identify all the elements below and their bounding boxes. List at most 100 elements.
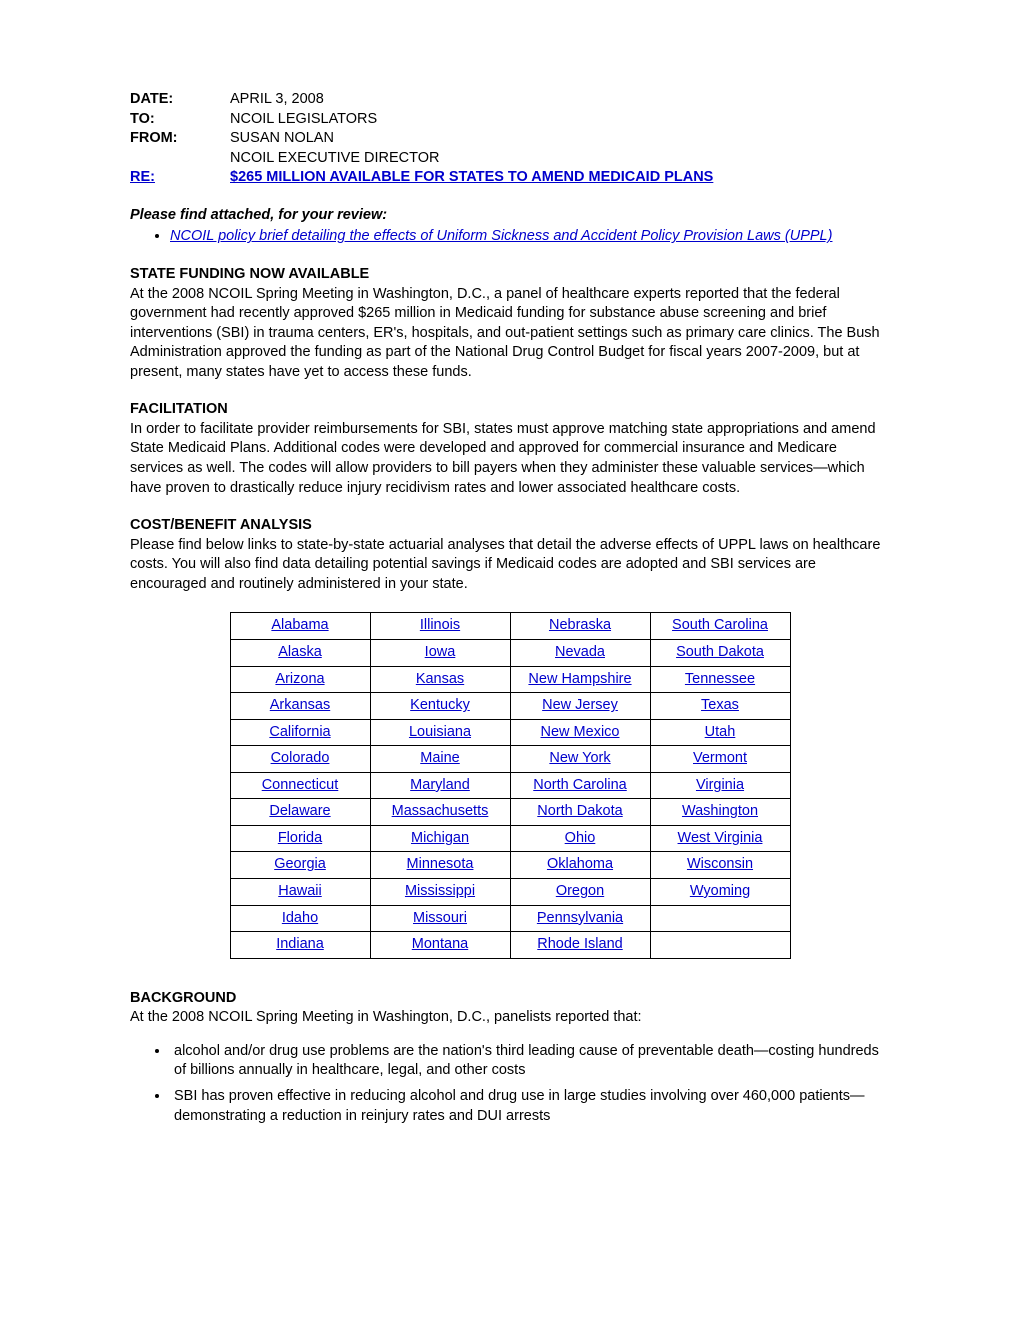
state-cell: North Carolina: [510, 772, 650, 799]
state-link[interactable]: South Carolina: [672, 617, 768, 633]
state-link[interactable]: Maine: [420, 750, 460, 766]
state-link[interactable]: South Dakota: [676, 644, 764, 660]
state-link[interactable]: Alabama: [271, 617, 328, 633]
state-link[interactable]: Kansas: [416, 671, 464, 687]
state-link[interactable]: Oklahoma: [547, 856, 613, 872]
state-cell: Virginia: [650, 772, 790, 799]
state-link[interactable]: Wisconsin: [687, 856, 753, 872]
state-cell: Nevada: [510, 639, 650, 666]
state-cell: Idaho: [230, 905, 370, 932]
state-cell: Oregon: [510, 879, 650, 906]
state-link[interactable]: Washington: [682, 803, 758, 819]
state-link[interactable]: Delaware: [269, 803, 330, 819]
state-cell: Arizona: [230, 666, 370, 693]
state-cell: Utah: [650, 719, 790, 746]
state-link[interactable]: Nebraska: [549, 617, 611, 633]
state-link[interactable]: Mississippi: [405, 883, 475, 899]
state-cell: Mississippi: [370, 879, 510, 906]
cost-body: Please find below links to state-by-stat…: [130, 536, 890, 595]
state-link[interactable]: Montana: [412, 936, 468, 952]
state-cell: West Virginia: [650, 825, 790, 852]
state-link[interactable]: Rhode Island: [537, 936, 622, 952]
state-cell: Wyoming: [650, 879, 790, 906]
state-link[interactable]: North Dakota: [537, 803, 622, 819]
state-link[interactable]: Hawaii: [278, 883, 322, 899]
state-link[interactable]: Iowa: [425, 644, 456, 660]
state-link[interactable]: New York: [549, 750, 610, 766]
state-cell: Maryland: [370, 772, 510, 799]
state-link[interactable]: Arizona: [275, 671, 324, 687]
state-link[interactable]: West Virginia: [678, 830, 763, 846]
states-table: Alabama Illinois Nebraska South Carolina Ala…: [230, 612, 791, 958]
state-cell: Ohio: [510, 825, 650, 852]
state-link[interactable]: Vermont: [693, 750, 747, 766]
state-cell: Florida: [230, 825, 370, 852]
state-link[interactable]: Texas: [701, 697, 739, 713]
state-link[interactable]: Illinois: [420, 617, 460, 633]
state-link[interactable]: Connecticut: [262, 777, 339, 793]
background-heading: BACKGROUND: [130, 989, 890, 1009]
state-link[interactable]: Missouri: [413, 910, 467, 926]
state-cell: Louisiana: [370, 719, 510, 746]
state-link[interactable]: Ohio: [565, 830, 596, 846]
state-link[interactable]: Louisiana: [409, 724, 471, 740]
state-link[interactable]: New Jersey: [542, 697, 618, 713]
from-label: FROM:: [130, 129, 230, 149]
to-value: NCOIL LEGISLATORS: [230, 110, 713, 130]
state-cell: Massachusetts: [370, 799, 510, 826]
state-link[interactable]: Kentucky: [410, 697, 470, 713]
from-value-2: NCOIL EXECUTIVE DIRECTOR: [230, 149, 713, 169]
facilitation-heading: FACILITATION: [130, 400, 890, 420]
state-cell: Minnesota: [370, 852, 510, 879]
state-link[interactable]: North Carolina: [533, 777, 627, 793]
date-value: APRIL 3, 2008: [230, 90, 713, 110]
state-link[interactable]: Pennsylvania: [537, 910, 623, 926]
state-link[interactable]: Idaho: [282, 910, 318, 926]
funding-body: At the 2008 NCOIL Spring Meeting in Wash…: [130, 285, 890, 383]
funding-heading: STATE FUNDING NOW AVAILABLE: [130, 265, 890, 285]
state-cell: Texas: [650, 693, 790, 720]
state-cell: Arkansas: [230, 693, 370, 720]
state-link[interactable]: Massachusetts: [392, 803, 489, 819]
state-link[interactable]: Wyoming: [690, 883, 750, 899]
state-cell: South Carolina: [650, 613, 790, 640]
re-label: RE:: [130, 169, 155, 185]
state-link[interactable]: Maryland: [410, 777, 470, 793]
state-link[interactable]: Alaska: [278, 644, 322, 660]
state-cell: Rhode Island: [510, 932, 650, 959]
memo-header: DATE: APRIL 3, 2008 TO: NCOIL LEGISLATOR…: [130, 90, 713, 188]
state-cell: Alaska: [230, 639, 370, 666]
state-cell: Washington: [650, 799, 790, 826]
state-link[interactable]: Colorado: [271, 750, 330, 766]
state-link[interactable]: Indiana: [276, 936, 324, 952]
state-link[interactable]: Georgia: [274, 856, 326, 872]
state-link[interactable]: Minnesota: [407, 856, 474, 872]
date-label: DATE:: [130, 90, 230, 110]
state-cell: Illinois: [370, 613, 510, 640]
background-bullet: SBI has proven effective in reducing alc…: [170, 1087, 890, 1126]
state-cell: Wisconsin: [650, 852, 790, 879]
state-cell: Pennsylvania: [510, 905, 650, 932]
state-link[interactable]: Virginia: [696, 777, 744, 793]
background-intro: At the 2008 NCOIL Spring Meeting in Wash…: [130, 1008, 890, 1028]
state-link[interactable]: Arkansas: [270, 697, 330, 713]
state-link[interactable]: Utah: [705, 724, 736, 740]
state-link[interactable]: New Hampshire: [528, 671, 631, 687]
state-cell: Michigan: [370, 825, 510, 852]
state-link[interactable]: Nevada: [555, 644, 605, 660]
state-cell: Alabama: [230, 613, 370, 640]
state-cell: Connecticut: [230, 772, 370, 799]
state-cell: New Hampshire: [510, 666, 650, 693]
state-link[interactable]: New Mexico: [541, 724, 620, 740]
state-cell: [650, 905, 790, 932]
state-link[interactable]: Oregon: [556, 883, 604, 899]
state-link[interactable]: California: [269, 724, 330, 740]
state-link[interactable]: Tennessee: [685, 671, 755, 687]
re-value[interactable]: $265 MILLION AVAILABLE FOR STATES TO AME…: [230, 169, 713, 185]
state-cell: Kansas: [370, 666, 510, 693]
state-cell: Oklahoma: [510, 852, 650, 879]
attach-link[interactable]: NCOIL policy brief detailing the effects…: [170, 228, 832, 244]
state-cell: Vermont: [650, 746, 790, 773]
state-link[interactable]: Florida: [278, 830, 322, 846]
state-link[interactable]: Michigan: [411, 830, 469, 846]
